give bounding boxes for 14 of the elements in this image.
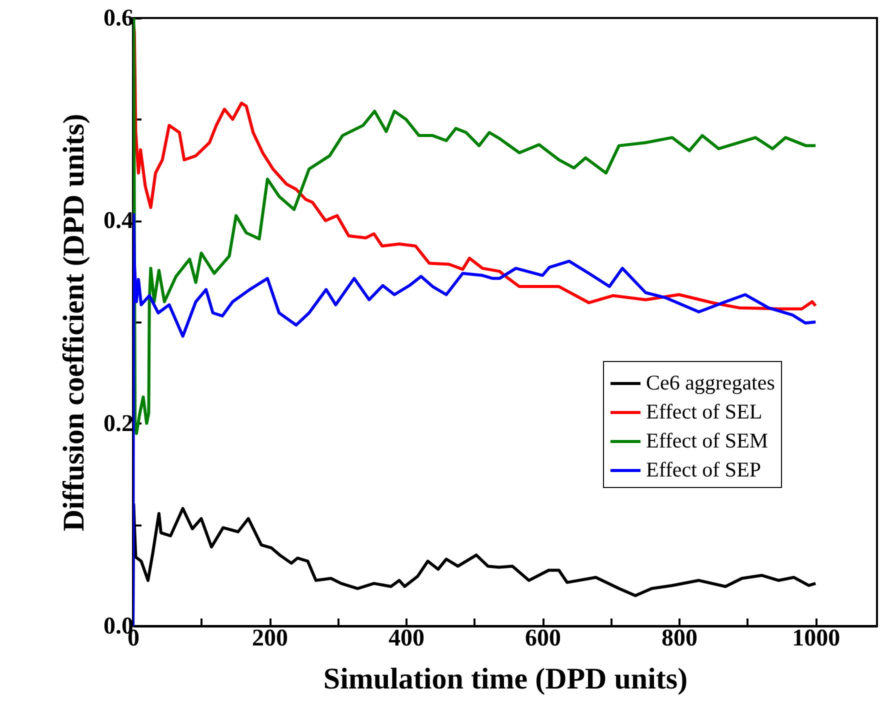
legend-label: Effect of SEL — [646, 400, 762, 424]
x-tick-label: 200 — [252, 626, 288, 652]
y-tick-label: 0.6 — [104, 6, 134, 32]
legend-label: Ce6 aggregates — [646, 370, 775, 394]
legend-label: Effect of SEM — [646, 428, 768, 452]
y-axis-title: Diffusion coefficient (DPD units) — [58, 114, 90, 532]
y-tick-label: 0.2 — [104, 410, 134, 437]
legend-label: Effect of SEP — [646, 458, 762, 482]
x-tick-label: 400 — [388, 626, 425, 652]
x-axis-title: Simulation time (DPD units) — [323, 662, 688, 696]
x-tick-label: 1000 — [792, 626, 840, 652]
x-tick-label: 800 — [662, 626, 698, 652]
x-tick-label: 600 — [525, 626, 562, 652]
y-tick-label: 0.4 — [104, 208, 134, 234]
